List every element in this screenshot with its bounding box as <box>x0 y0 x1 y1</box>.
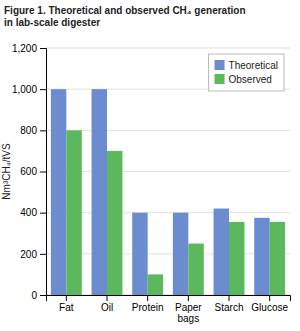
tick-mark <box>188 295 189 301</box>
tick-mark <box>40 295 46 296</box>
axis-line <box>47 296 291 302</box>
legend-label: Theoretical <box>229 60 278 71</box>
tick-label: 1,200 <box>12 43 37 54</box>
tick-label: 200 <box>20 249 37 260</box>
legend-item: Theoretical <box>215 60 278 71</box>
y-axis-label: Nm³CH₄/tVS <box>1 143 12 200</box>
grid-line <box>46 48 290 49</box>
x-axis: Fat Oil Protein Paperbags Starch Glucose <box>47 295 291 324</box>
tick-label: Protein <box>132 302 164 313</box>
tick: 200 <box>20 249 46 260</box>
tick: Protein <box>132 295 164 313</box>
tick-label: 400 <box>20 207 37 218</box>
bar <box>66 130 81 295</box>
tick: Fat <box>59 295 74 313</box>
tick-mark <box>229 295 230 301</box>
tick-mark <box>147 295 148 301</box>
bar-series <box>66 130 285 295</box>
bar <box>107 151 122 295</box>
tick-mark <box>40 213 46 214</box>
tick-mark <box>40 48 46 49</box>
grid <box>46 48 290 295</box>
bar <box>51 89 66 295</box>
bar-series <box>51 89 270 295</box>
bar <box>229 222 244 295</box>
axis-line <box>40 49 47 296</box>
tick-mark <box>40 254 46 255</box>
bar <box>270 222 285 295</box>
bar <box>92 89 107 295</box>
chart: Figure 1. Theoretical and observed CH₄ g… <box>0 0 300 331</box>
grid-line <box>46 130 290 131</box>
legend-item: Observed <box>215 74 272 85</box>
tick: Oil <box>101 295 113 313</box>
bars <box>51 89 285 295</box>
title: Figure 1. Theoretical and observed CH₄ g… <box>4 5 245 28</box>
plot: 0 200 400 600 800 1,000 1,200 Fat Oil Protein Pape… <box>1 43 291 324</box>
legend-swatch <box>215 74 225 84</box>
tick-label: Paperbags <box>175 302 202 324</box>
tick-label: 600 <box>20 166 37 177</box>
tick-label: Oil <box>101 302 113 313</box>
bar <box>132 213 147 295</box>
tick-label: 0 <box>31 290 37 301</box>
tick-mark <box>269 295 270 301</box>
tick-mark <box>40 130 46 131</box>
tick: 0 <box>31 290 46 301</box>
legend-label: Observed <box>229 74 272 85</box>
tick-label: Fat <box>59 302 74 313</box>
bar <box>188 244 203 295</box>
tick: Paperbags <box>175 295 202 324</box>
tick-label: Glucose <box>251 302 288 313</box>
tick-mark <box>40 89 46 90</box>
tick-mark <box>107 295 108 301</box>
tick: 400 <box>20 207 46 218</box>
tick: 600 <box>20 166 46 177</box>
bar <box>254 218 269 295</box>
tick-label: 800 <box>20 125 37 136</box>
tick: 1,200 <box>12 43 46 54</box>
tick-label: Starch <box>215 302 244 313</box>
grid-line <box>46 253 290 254</box>
bar <box>173 213 188 295</box>
bar <box>148 274 163 295</box>
tick: 1,000 <box>12 84 46 95</box>
tick-mark <box>40 172 46 173</box>
tick-label: 1,000 <box>12 84 37 95</box>
grid-line <box>46 212 290 213</box>
tick-mark <box>66 295 67 301</box>
bar <box>214 209 229 295</box>
legend: Theoretical Observed <box>209 54 284 91</box>
tick: Glucose <box>251 295 288 313</box>
y-axis: 0 200 400 600 800 1,000 1,200 <box>12 43 47 301</box>
legend-swatch <box>215 60 225 70</box>
legend-frame <box>209 54 284 91</box>
grid-line <box>46 171 290 172</box>
tick: 800 <box>20 125 46 136</box>
tick: Starch <box>215 295 244 313</box>
